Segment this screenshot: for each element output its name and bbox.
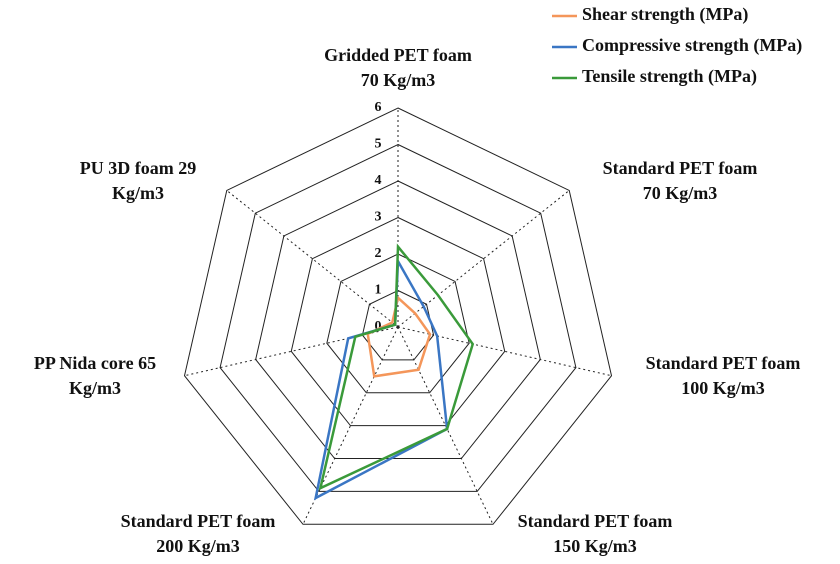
legend-label: Shear strength (MPa) (582, 4, 748, 25)
axis-label-line: Standard PET foam (518, 511, 673, 531)
axis-label-line: Gridded PET foam (324, 45, 472, 65)
legend-label: Compressive strength (MPa) (582, 35, 802, 56)
spoke (226, 190, 399, 328)
grid-ring (255, 180, 541, 460)
grid-ring (326, 253, 470, 394)
tick-label: 0 (375, 319, 382, 334)
series-line (318, 243, 475, 491)
axis-label-line: PU 3D foam 29 (80, 158, 196, 178)
axis-label-line: 70 Kg/m3 (643, 183, 718, 203)
tick-label: 2 (375, 246, 382, 261)
grid-ring (290, 216, 506, 427)
axis-label: Standard PET foam 100 Kg/m3 (646, 353, 801, 398)
axis-label-line: 70 Kg/m3 (361, 70, 436, 90)
legend-label: Tensile strength (MPa) (582, 66, 757, 87)
grid-ring (219, 143, 577, 492)
axis-label-line: Standard PET foam (603, 158, 758, 178)
spoke (397, 326, 494, 525)
axis-label-line: Standard PET foam (646, 353, 801, 373)
axis-label: Standard PET foam 200 Kg/m3 (121, 511, 276, 556)
spoke (302, 326, 399, 525)
spoke (397, 326, 612, 377)
axis-label-line: Kg/m3 (112, 183, 164, 203)
axis-label-line: Kg/m3 (69, 378, 121, 398)
grid-ring (183, 107, 613, 525)
grid-ring (361, 289, 435, 361)
axis-label: Standard PET foam 150 Kg/m3 (518, 511, 673, 556)
axis-label-line: 150 Kg/m3 (553, 536, 637, 556)
tick-label: 1 (375, 283, 382, 298)
axis-label-line: Standard PET foam (121, 511, 276, 531)
tick-label: 4 (375, 173, 382, 188)
axis-label-line: PP Nida core 65 (34, 353, 156, 373)
tick-label: 3 (375, 210, 382, 225)
axis-label: Gridded PET foam 70 Kg/m3 (324, 45, 472, 90)
tick-label: 5 (375, 137, 382, 152)
axis-label: PP Nida core 65 Kg/m3 (34, 353, 156, 398)
axis-label: Standard PET foam 70 Kg/m3 (603, 158, 758, 203)
axis-label: PU 3D foam 29 Kg/m3 (80, 158, 196, 203)
tick-label: 6 (375, 100, 382, 115)
spoke (397, 190, 570, 328)
axis-label-line: 100 Kg/m3 (681, 378, 765, 398)
axis-label-line: 200 Kg/m3 (156, 536, 240, 556)
series-line (366, 295, 432, 378)
